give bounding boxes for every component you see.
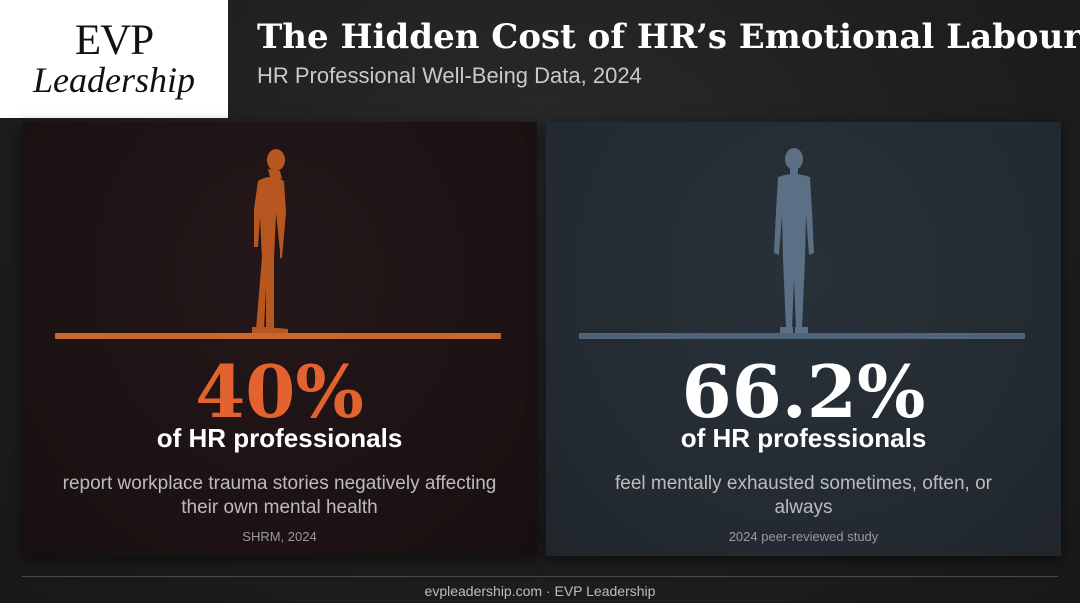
stat-card-exhaustion: 66.2% of HR professionals feel mentally …: [546, 122, 1061, 556]
footer-divider: [22, 576, 1058, 577]
person-head-bowed-icon: [252, 149, 288, 334]
footer-credit: evpleadership.com · EVP Leadership: [424, 583, 656, 599]
page-title: The Hidden Cost of HR’s Emotional Labour: [257, 17, 1080, 57]
page-subtitle: HR Professional Well-Being Data, 2024: [257, 63, 642, 88]
ground-line: [55, 333, 501, 339]
stat-source: SHRM, 2024: [242, 529, 317, 544]
stat-value: 40%: [195, 349, 364, 434]
logo-wordmark: EVP: [74, 17, 154, 64]
stat-subject: of HR professionals: [156, 423, 403, 453]
stat-description: report workplace trauma stories negative…: [62, 473, 497, 518]
stat-description: feel mentally exhausted sometimes, often…: [614, 473, 993, 518]
stat-value: 66.2%: [681, 349, 926, 434]
stat-subject: of HR professionals: [680, 423, 927, 453]
logo-script: Leadership: [33, 60, 195, 100]
logo: EVP Leadership: [0, 0, 228, 118]
ground-line: [579, 333, 1025, 339]
stat-card-trauma: 40% of HR professionals report workplace…: [22, 122, 537, 556]
person-standing-icon: [774, 148, 814, 333]
stat-source: 2024 peer-reviewed study: [728, 529, 879, 544]
